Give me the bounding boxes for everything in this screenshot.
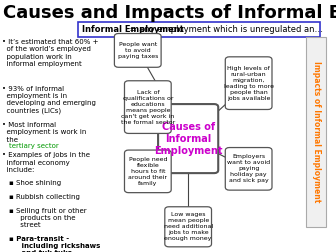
FancyBboxPatch shape [225, 148, 272, 190]
Text: ▪ Selling fruit or other
     products on the
     street: ▪ Selling fruit or other products on the… [9, 208, 87, 228]
Text: High levels of
rural-urban
migration,
leading to more
people than
jobs available: High levels of rural-urban migration, le… [224, 66, 274, 101]
Text: Lack of
qualifications or
educations
means people
can't get work in
the formal s: Lack of qualifications or educations mea… [121, 90, 175, 124]
Text: ▪ Para-transit -
     including rickshaws
     and tuk tuks: ▪ Para-transit - including rickshaws and… [9, 236, 100, 252]
Text: People want
to avoid
paying taxes: People want to avoid paying taxes [118, 42, 158, 59]
FancyBboxPatch shape [114, 34, 161, 67]
Text: = any employment which is unregulated an…: = any employment which is unregulated an… [127, 25, 323, 34]
FancyBboxPatch shape [158, 104, 218, 173]
FancyBboxPatch shape [306, 37, 326, 227]
Text: ▪ Shoe shining: ▪ Shoe shining [9, 180, 61, 186]
Text: Causes and Impacts of Informal Employ: Causes and Impacts of Informal Employ [3, 4, 336, 22]
Text: • Examples of jobs in the
  informal economy
  include:: • Examples of jobs in the informal econo… [2, 152, 90, 173]
FancyBboxPatch shape [124, 150, 171, 193]
Text: Employers
want to avoid
paying
holiday pay
and sick pay: Employers want to avoid paying holiday p… [227, 154, 270, 183]
Text: • Most informal
  employment is work in
  the: • Most informal employment is work in th… [2, 122, 86, 143]
FancyBboxPatch shape [225, 57, 272, 109]
Text: Causes of
Informal
Employment: Causes of Informal Employment [154, 122, 222, 155]
FancyBboxPatch shape [124, 81, 171, 134]
Text: tertiary sector: tertiary sector [9, 143, 59, 149]
Text: • 93% of informal
  employment is in
  developing and emerging
  countries (LICs: • 93% of informal employment is in devel… [2, 86, 95, 114]
Text: People need
flexible
hours to fit
around their
family: People need flexible hours to fit around… [128, 157, 167, 186]
Text: ▪ Rubbish collecting: ▪ Rubbish collecting [9, 194, 80, 200]
Text: • It’s estimated that 60% +
  of the world’s employed
  population work in
  inf: • It’s estimated that 60% + of the world… [2, 39, 98, 67]
Text: Impacts of Informal Employment: Impacts of Informal Employment [312, 61, 321, 202]
Text: Low wages
mean people
need additional
jobs to make
enough money: Low wages mean people need additional jo… [164, 212, 213, 241]
FancyBboxPatch shape [165, 207, 212, 247]
Text: Informal Employment: Informal Employment [82, 25, 183, 34]
FancyBboxPatch shape [78, 22, 320, 37]
